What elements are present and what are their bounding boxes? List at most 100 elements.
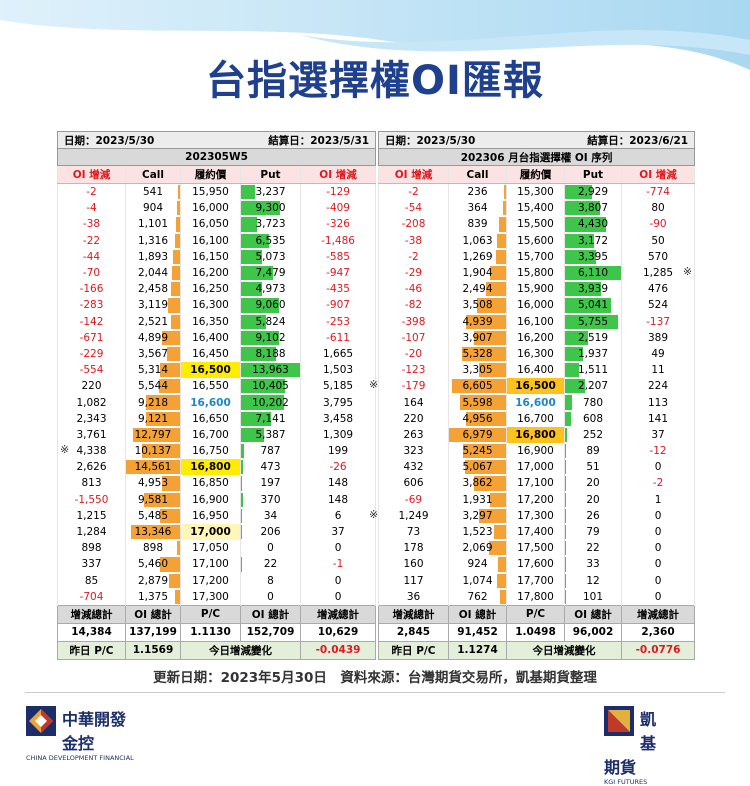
cell: 1,074 [449, 573, 507, 589]
cell: 17,200 [507, 492, 565, 508]
cell: 9,102 [241, 330, 301, 346]
cell: 80 [622, 200, 695, 216]
cell: -208 [379, 216, 449, 232]
cell-value: 37 [651, 429, 664, 441]
cell: 524 [622, 297, 695, 313]
strike-price: 15,800 [517, 267, 554, 279]
cell: 26 [565, 508, 622, 524]
strike-price: 16,650 [192, 413, 229, 425]
strike-price: 16,150 [192, 251, 229, 263]
cell: 113 [622, 394, 695, 410]
cell: -554 [58, 362, 126, 378]
cell: -137 [622, 314, 695, 330]
strike-price: 17,050 [192, 542, 229, 554]
call-bar [176, 217, 180, 231]
cell: 16,750 [181, 443, 241, 459]
change-value: -0.0776 [622, 641, 695, 659]
cell-value: 3,172 [578, 235, 608, 247]
call-bar [171, 282, 180, 296]
divider [25, 692, 725, 693]
cell: 5,485 [126, 508, 181, 524]
cell: 37 [622, 427, 695, 443]
cell-value: 2,044 [138, 267, 168, 279]
cell-value: 113 [648, 397, 668, 409]
cell: 16,850 [181, 475, 241, 491]
cell-value: 33 [586, 558, 599, 570]
cell-value: 3,939 [578, 283, 608, 295]
strike-price: 17,300 [192, 591, 229, 603]
cell: 17,100 [507, 475, 565, 491]
cell: 3,807 [565, 200, 622, 216]
cell-value: 22 [264, 558, 277, 570]
cell: 15,600 [507, 233, 565, 249]
cell: 5,460 [126, 556, 181, 572]
call-bar [168, 298, 180, 312]
strike-price: 16,700 [517, 413, 554, 425]
cell: 4,953 [126, 475, 181, 491]
column-header: Call [126, 166, 181, 184]
summary-value: 91,452 [449, 623, 507, 641]
cell: 33 [565, 556, 622, 572]
cell: 813 [58, 475, 126, 491]
cell-value: 2,626 [76, 461, 106, 473]
cell-value: 4,899 [138, 332, 168, 344]
cell: -38 [58, 216, 126, 232]
cell: 13,963 [241, 362, 301, 378]
cell: 1,285※ [622, 265, 695, 281]
cell: -26 [301, 459, 376, 475]
cell-value: 1,074 [462, 575, 492, 587]
cell: 0 [622, 540, 695, 556]
cell-value: 263 [403, 429, 423, 441]
cell: 5,598 [449, 394, 507, 410]
cell: 101 [565, 589, 622, 606]
cell-value: 924 [467, 558, 487, 570]
strike-price: 17,500 [517, 542, 554, 554]
cell-value: -4 [86, 202, 96, 214]
cell: 16,800 [507, 427, 565, 443]
cell: -774 [622, 184, 695, 201]
strike-price: 16,600 [190, 397, 231, 409]
cell: 3,305 [449, 362, 507, 378]
cell: 4,899 [126, 330, 181, 346]
cell: 0 [622, 508, 695, 524]
cell: 2,626 [58, 459, 126, 475]
cell: 5,185 [301, 378, 376, 394]
cell-value: -38 [405, 235, 422, 247]
cell: 780 [565, 394, 622, 410]
summary-header: OI 總計 [449, 605, 507, 623]
cell-value: 5,314 [138, 364, 168, 376]
logo-english: CHINA DEVELOPMENT FINANCIAL [26, 754, 134, 762]
cell-value: -90 [649, 218, 666, 230]
cell-value: 4,430 [578, 218, 608, 230]
cell: 15,950 [181, 184, 241, 201]
cell: 1,249※ [379, 508, 449, 524]
cell-value: 148 [328, 477, 348, 489]
cell: 16,500 [507, 378, 565, 394]
cell-value: 762 [467, 591, 487, 603]
cell-value: 1,309 [323, 429, 353, 441]
date: 日期：2023/5/30 [385, 135, 475, 147]
cell-value: 389 [648, 332, 668, 344]
cell: 7,479 [241, 265, 301, 281]
strike-price: 15,950 [192, 186, 229, 198]
cell-value: 4,973 [255, 283, 285, 295]
cell-value: 3,907 [462, 332, 492, 344]
cell-value: 1,904 [462, 267, 492, 279]
cell-value: 20 [586, 494, 599, 506]
cell-value: 89 [586, 445, 599, 457]
cell: 1,937 [565, 346, 622, 362]
strike-price: 15,900 [517, 283, 554, 295]
cell-value: 3,395 [578, 251, 608, 263]
strike-price: 16,500 [190, 364, 231, 376]
cell: -671 [58, 330, 126, 346]
